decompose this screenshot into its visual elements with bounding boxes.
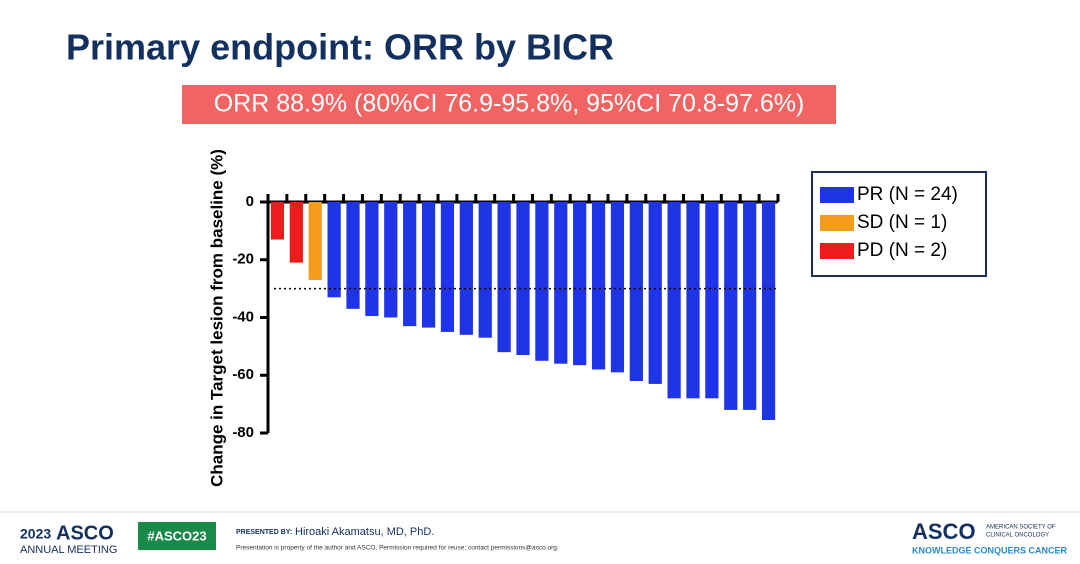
hashtag: #ASCO23 <box>147 528 206 543</box>
bar <box>648 202 662 384</box>
bar <box>761 202 776 421</box>
bar <box>403 202 417 327</box>
bar <box>384 202 398 318</box>
bar <box>365 202 379 317</box>
y-axis-label: Change in Target lesion from baseline (%… <box>207 149 226 487</box>
org-logo: ASCO <box>912 519 976 544</box>
bar <box>327 202 341 298</box>
bar <box>610 202 625 373</box>
y-tick-label: -80 <box>232 424 254 441</box>
bar <box>270 202 285 240</box>
banner-bg <box>182 85 836 124</box>
meeting-year: 2023 <box>20 526 51 542</box>
bar <box>591 202 606 370</box>
org-name-2: CLINICAL ONCOLOGY <box>986 533 1049 539</box>
bar <box>346 202 360 309</box>
bar <box>629 202 643 382</box>
bar <box>535 202 549 361</box>
bar <box>724 202 738 410</box>
bar <box>686 202 700 399</box>
bar <box>459 202 473 335</box>
bar <box>421 202 436 328</box>
meeting-sub: ANNUAL MEETING <box>20 544 117 556</box>
notice: Presentation is property of the author a… <box>236 545 559 552</box>
legend-swatch <box>820 187 854 203</box>
legend-label: SD (N = 1) <box>857 212 947 233</box>
legend-box <box>811 171 987 277</box>
legend-swatch <box>820 243 854 259</box>
legend-label: PR (N = 24) <box>857 184 958 205</box>
hashtag-bg <box>138 522 216 550</box>
legend-swatch <box>820 215 854 231</box>
bar <box>705 202 719 399</box>
y-tick-label: -40 <box>232 308 254 325</box>
legend-label: PD (N = 2) <box>857 240 947 261</box>
bar <box>516 202 530 356</box>
bar <box>573 202 587 366</box>
y-tick-label: -60 <box>232 366 254 383</box>
presented-by: PRESENTED BY: <box>236 529 292 536</box>
bar <box>308 202 322 280</box>
y-tick-label: -20 <box>232 251 254 268</box>
tagline: KNOWLEDGE CONQUERS CANCER <box>912 545 1068 555</box>
slide-title: Primary endpoint: ORR by BICR <box>66 27 614 68</box>
bar <box>478 202 492 338</box>
bar <box>497 202 511 353</box>
bar <box>289 202 303 263</box>
banner: ORR 88.9% (80%CI 76.9-95.8%, 95%CI 70.8-… <box>214 90 805 118</box>
presenter: Hiroaki Akamatsu, MD, PhD. <box>295 526 434 538</box>
meeting-name: ASCO <box>56 522 114 544</box>
bar <box>743 202 757 410</box>
org-name-1: AMERICAN SOCIETY OF <box>986 525 1056 531</box>
bar <box>667 202 681 399</box>
y-tick-label: 0 <box>246 193 254 210</box>
bar <box>440 202 455 332</box>
bar <box>554 202 568 364</box>
